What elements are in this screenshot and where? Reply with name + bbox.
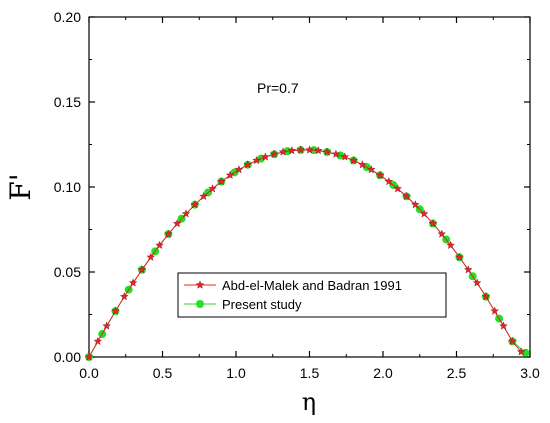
data-point-star (102, 321, 111, 330)
y-tick-label: 0.10 (54, 179, 81, 195)
x-tick-label: 0.5 (153, 365, 173, 381)
data-point-star (481, 292, 491, 301)
data-point-star (181, 209, 191, 218)
x-tick-label: 0.0 (79, 365, 99, 381)
legend-label-2: Present study (222, 297, 302, 312)
data-point-star (252, 155, 261, 165)
data-point-star (208, 184, 217, 193)
x-axis-title: η (302, 388, 316, 416)
y-tick-label: 0.15 (54, 94, 81, 110)
data-point-star (402, 191, 411, 201)
data-point-star (340, 152, 350, 161)
data-point-star (199, 191, 208, 201)
series-1 (85, 145, 530, 361)
data-point-star (261, 152, 270, 161)
y-tick-label: 0.05 (54, 264, 81, 280)
x-tick-label: 2.5 (447, 365, 467, 381)
legend-star-icon (195, 280, 205, 289)
data-point-star (128, 278, 138, 287)
legend-circle-icon (196, 300, 204, 308)
data-point-star (490, 306, 500, 315)
data-point-star (146, 252, 156, 261)
data-point-star (455, 252, 464, 261)
data-point-star (516, 347, 526, 356)
data-point-star (313, 146, 323, 155)
data-point-star (384, 176, 394, 186)
data-point-star (234, 165, 244, 174)
data-point-star (84, 352, 94, 361)
y-tick-label: 0.20 (54, 9, 81, 25)
data-point-star (358, 160, 367, 169)
x-tick-label: 3.0 (520, 365, 540, 381)
legend: Abd-el-Malek and Badran 1991 Present stu… (177, 272, 447, 318)
series-0 (84, 145, 526, 361)
data-point-star (331, 149, 341, 158)
data-point-star (119, 292, 129, 301)
legend-label-1: Abd-el-Malek and Badran 1991 (222, 278, 402, 293)
y-tick-label: 0.00 (54, 349, 81, 365)
data-point-star (155, 240, 164, 250)
data-point-star (463, 265, 473, 274)
data-point-star (437, 229, 447, 238)
x-tick-label: 1.0 (226, 365, 246, 381)
data-point-star (137, 265, 147, 274)
x-tick-label: 1.5 (300, 365, 320, 381)
data-point-star (190, 200, 200, 209)
data-point-star (366, 165, 376, 174)
y-axis-title: F' (4, 173, 37, 200)
data-point-star (419, 209, 429, 218)
data-point-star (296, 145, 306, 154)
data-point-star (225, 170, 235, 179)
data-point-star (411, 200, 420, 209)
data-point-star (428, 218, 438, 228)
data-point-star (111, 306, 120, 315)
data-point-star (472, 278, 482, 287)
data-point-star (393, 184, 403, 193)
annotation-pr: Pr=0.7 (257, 80, 299, 96)
data-point-star (305, 145, 314, 154)
data-point-star (172, 218, 182, 228)
data-point-star (322, 147, 332, 156)
data-point-star (349, 155, 358, 165)
data-point-star (243, 160, 253, 169)
data-point-star (508, 336, 517, 346)
data-point-star (93, 336, 103, 346)
data-point-star (375, 170, 385, 179)
x-tick-label: 2.0 (373, 365, 393, 381)
data-point-star (164, 229, 173, 238)
data-point-star (269, 149, 279, 158)
data-point-star (499, 321, 508, 330)
data-point-star (446, 240, 455, 250)
series-line (88, 149, 522, 358)
data-point-star (216, 176, 226, 186)
data-point-star (287, 146, 297, 155)
legend-box (177, 272, 447, 318)
data-point-star (278, 147, 288, 156)
